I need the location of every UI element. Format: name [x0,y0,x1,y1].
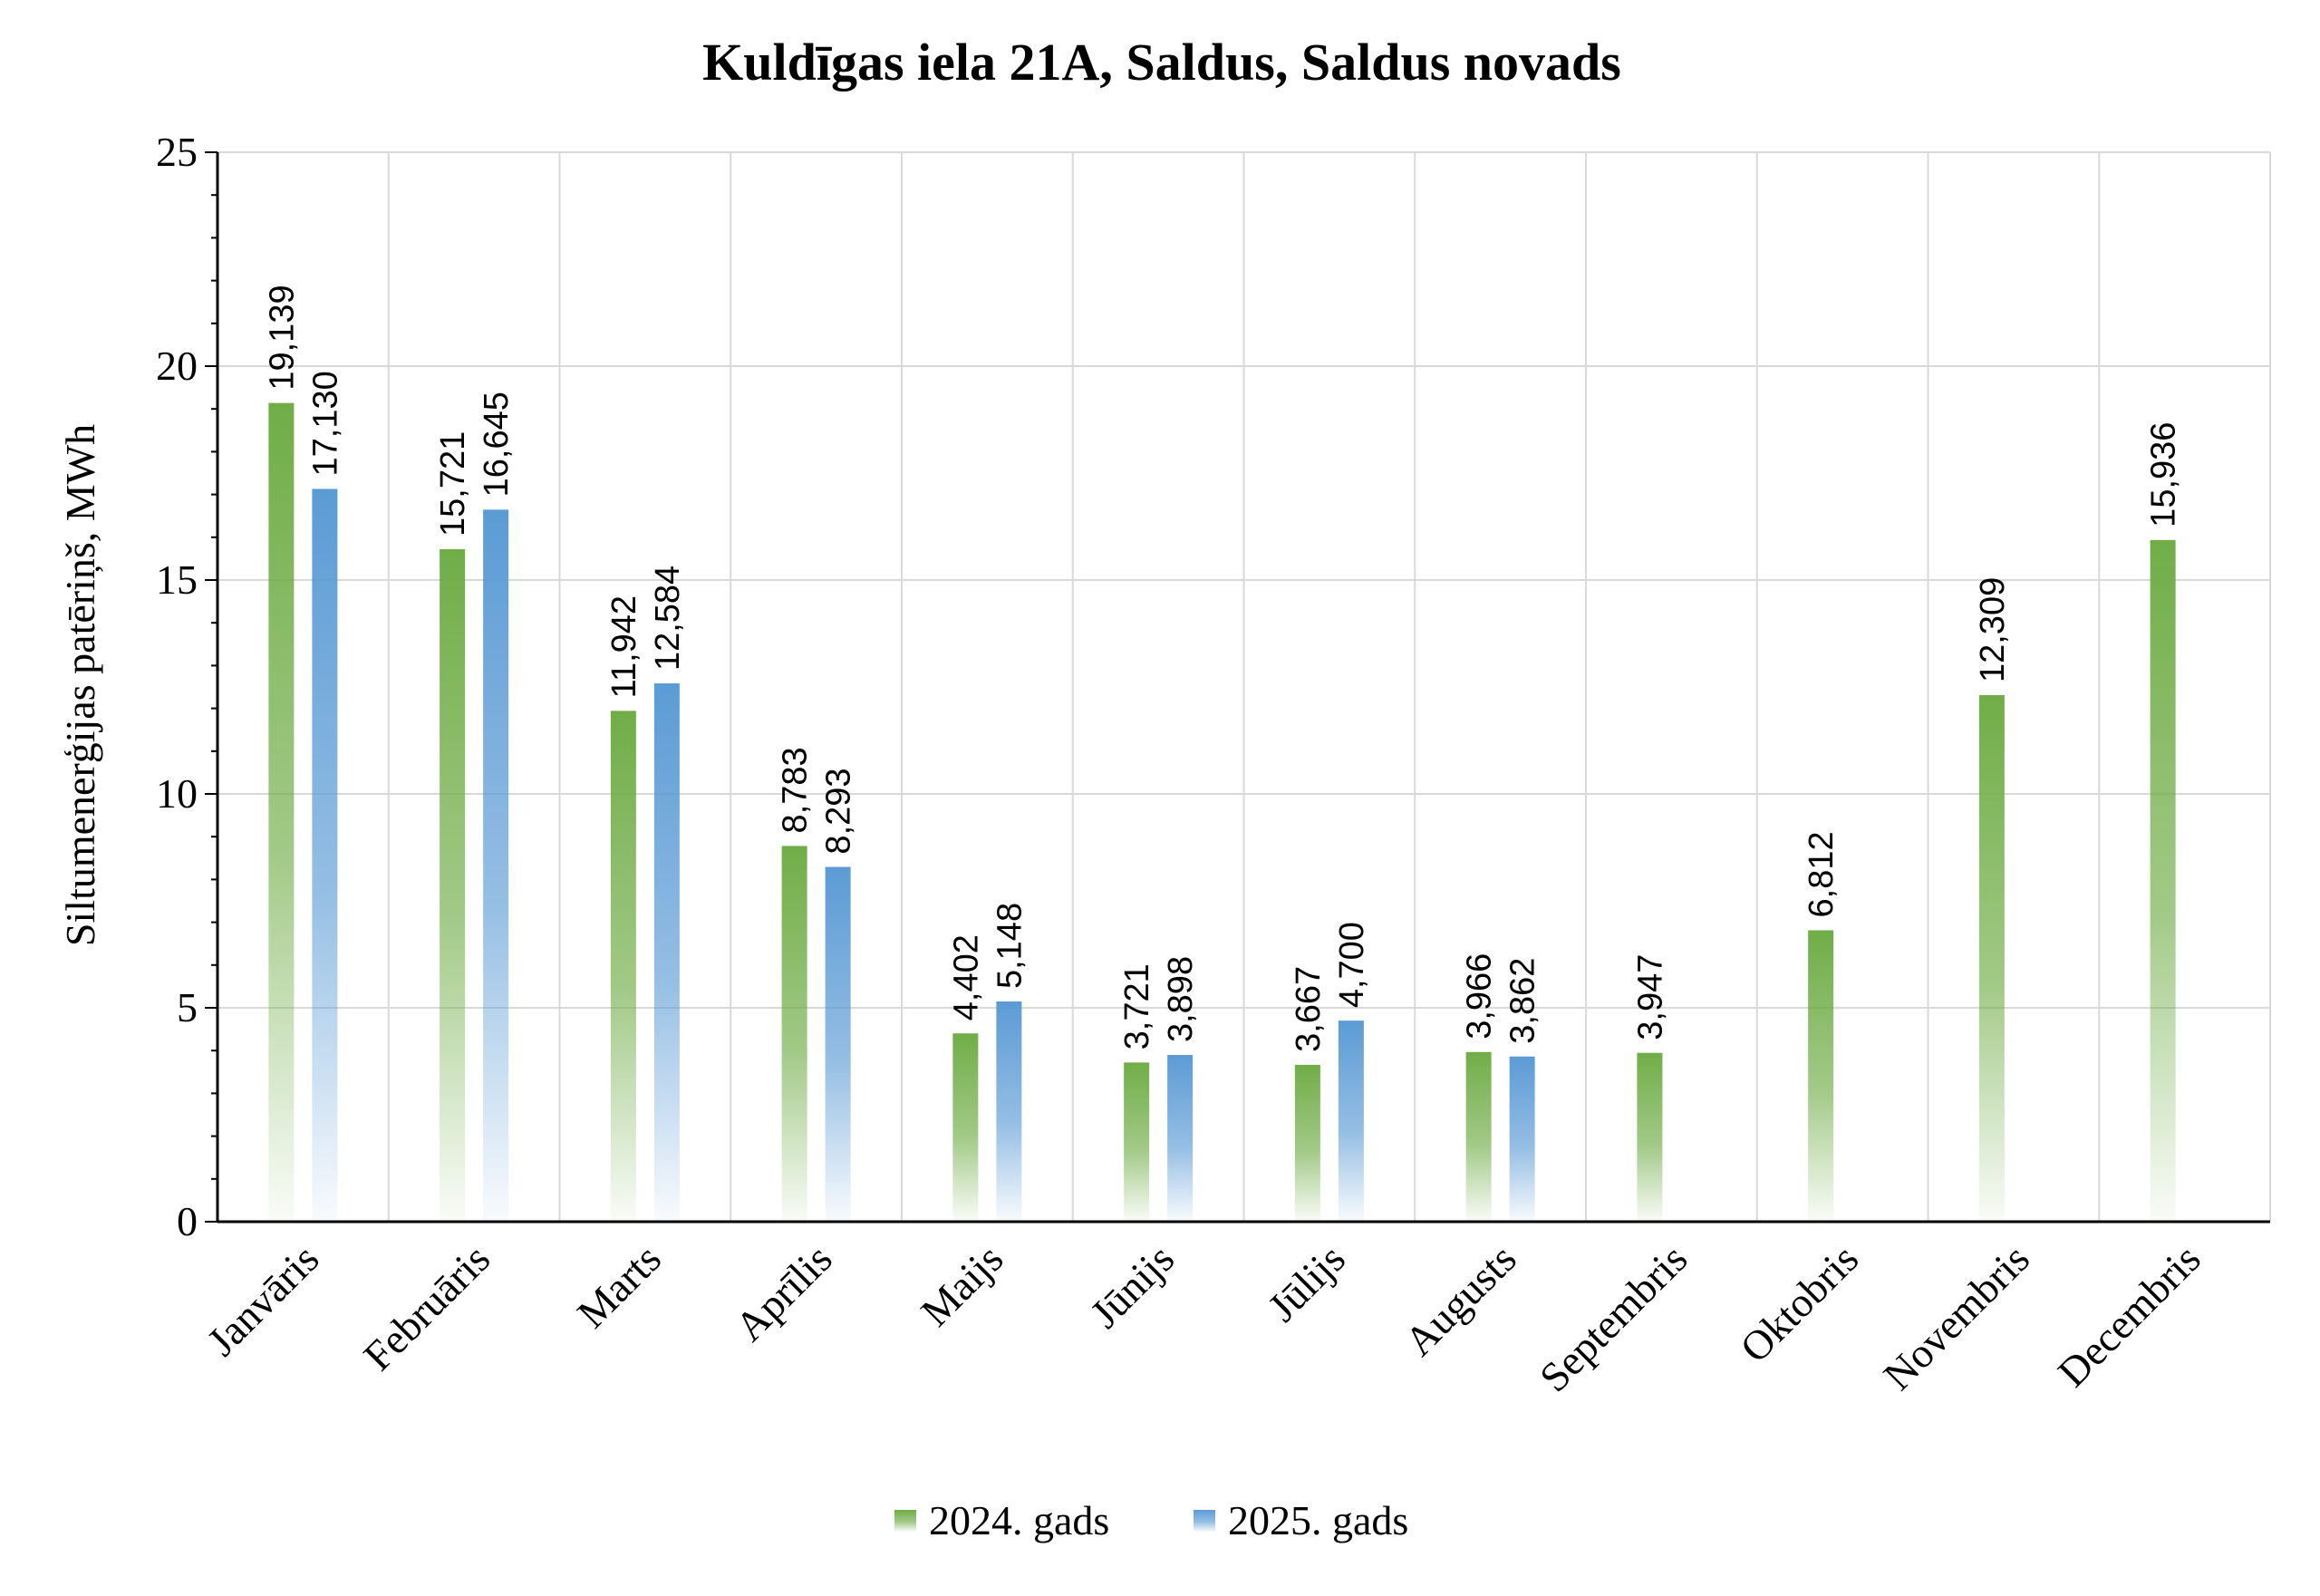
bar-2025-5 [1167,1055,1194,1222]
data-label: 4,402 [947,934,985,1020]
y-tick-label: 10 [156,770,198,817]
bar-2024-9 [1808,930,1834,1222]
data-label: 12,584 [649,566,687,671]
y-tick-label: 15 [156,556,198,603]
data-label: 8,293 [820,768,858,854]
data-label: 3,721 [1118,963,1156,1049]
bar-2024-7 [1465,1051,1492,1222]
bar-2025-1 [483,509,509,1222]
y-tick-label: 20 [156,343,198,389]
data-label: 5,148 [991,903,1029,989]
chart-title: Kuldīgas iela 21A, Saldus, Saldus novads [702,33,1621,92]
bar-2025-4 [996,1001,1022,1222]
bar-2024-0 [268,402,295,1223]
y-tick-label: 25 [156,129,198,175]
bar-2024-11 [2150,539,2176,1222]
data-label: 3,898 [1162,956,1200,1042]
data-label: 12,309 [1974,577,2012,682]
bar-2025-6 [1338,1020,1364,1222]
data-label: 16,645 [478,392,516,497]
data-label: 8,783 [777,747,815,833]
y-tick-label: 0 [177,1198,198,1244]
data-label: 3,947 [1631,954,1669,1040]
data-label: 15,936 [2145,422,2183,527]
data-label: 6,812 [1803,831,1841,917]
bar-2024-8 [1637,1052,1663,1222]
bar-2024-4 [952,1033,979,1222]
y-axis-title: Siltumenerģijas patēriņš, MWh [57,424,103,946]
bar-2024-6 [1294,1064,1320,1222]
data-label: 4,700 [1333,922,1371,1008]
gridlines [218,151,2271,1222]
bar-2025-2 [653,683,680,1222]
data-label: 3,862 [1504,958,1542,1044]
bar-2024-3 [781,846,807,1222]
bar-2025-0 [312,488,338,1222]
legend-label-2025: 2025. gads [1228,1497,1408,1543]
data-label: 3,966 [1461,953,1499,1040]
data-label: 3,667 [1290,966,1328,1052]
bar-2024-5 [1124,1062,1150,1222]
data-label: 15,721 [434,431,472,537]
data-labels: 19,139 15,721 11,942 8,783 4,402 3,721 3,667 3,… [263,285,2182,1052]
bar-2025-7 [1509,1056,1535,1222]
data-label: 11,942 [605,595,643,698]
bar-2024-10 [1978,695,2005,1222]
legend-label-2024: 2024. gads [929,1497,1109,1543]
legend: 2024. gads 2025. gads [894,1497,1408,1543]
y-tick-label: 5 [177,984,198,1030]
legend-swatch-2025 [1194,1510,1215,1532]
data-label: 17,130 [306,371,344,476]
data-label: 19,139 [263,285,301,390]
bar-2024-2 [610,711,636,1222]
legend-swatch-2024 [894,1510,916,1532]
bars [268,402,2176,1223]
bar-2024-1 [440,548,466,1222]
bar-2025-3 [825,866,851,1222]
